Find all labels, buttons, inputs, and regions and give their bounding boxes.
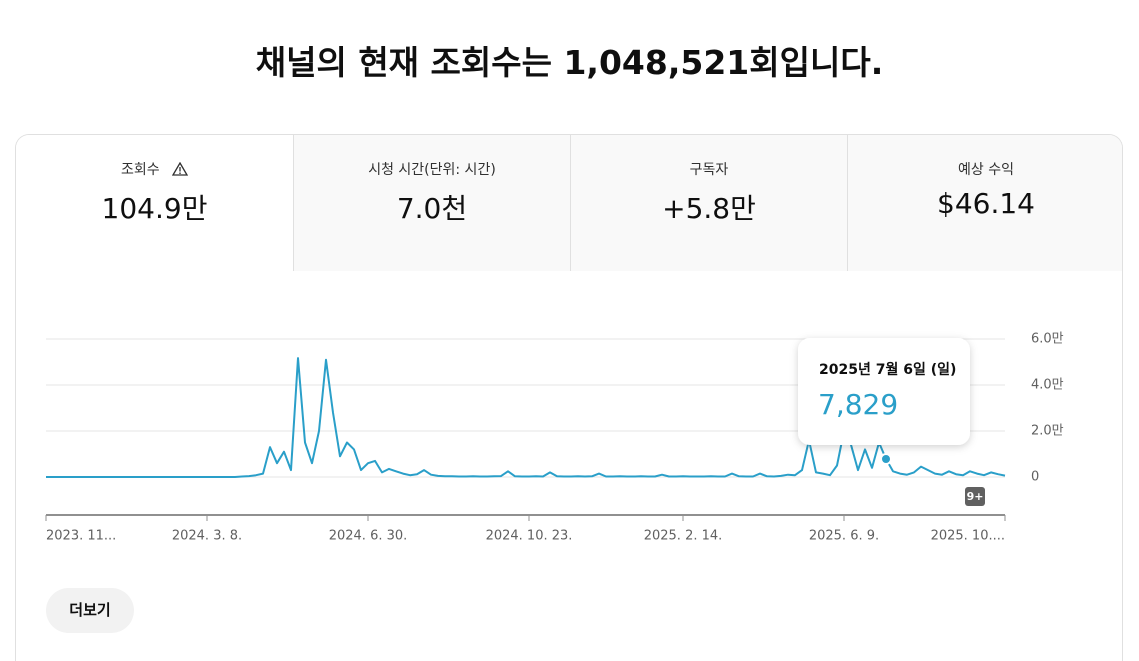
x-tick-label: 2023. 11... bbox=[46, 529, 116, 544]
warning-icon bbox=[171, 161, 189, 176]
y-tick-label: 0 bbox=[1031, 470, 1039, 485]
x-tick-label: 2024. 6. 30. bbox=[329, 529, 408, 544]
tab-label: 구독자 bbox=[689, 162, 729, 178]
tooltip-box bbox=[798, 338, 970, 445]
tab-label: 시청 시간(단위: 시간) bbox=[368, 162, 496, 178]
tab-value: +5.8만 bbox=[662, 192, 756, 225]
analytics-card: 조회수 104.9만 시청 시간(단위: 시간) 7.0천 구독자 +5.8만 예상… bbox=[15, 134, 1123, 661]
tab-label-row: 조회수 bbox=[16, 159, 293, 178]
y-tick-label: 2.0만 bbox=[1031, 424, 1064, 439]
x-tick-label: 2025. 6. 9. bbox=[809, 529, 879, 544]
y-tick-label: 4.0만 bbox=[1031, 378, 1064, 393]
note-badge bbox=[965, 487, 985, 506]
tooltip-value: 7,829 bbox=[818, 388, 898, 421]
tab[interactable]: 구독자 +5.8만 bbox=[570, 135, 847, 271]
tab-label: 조회수 bbox=[120, 162, 160, 178]
hover-point bbox=[880, 452, 892, 465]
tab-value: 7.0천 bbox=[396, 192, 468, 225]
tab-label: 예상 수익 bbox=[958, 162, 1014, 178]
tab[interactable]: 예상 수익 $46.14 bbox=[847, 135, 1122, 271]
tooltip-title: 2025년 7월 6일 (일) bbox=[819, 361, 956, 378]
note-badge-text: 9+ bbox=[967, 490, 984, 503]
more-button[interactable]: 더보기 bbox=[46, 588, 134, 633]
tab[interactable]: 조회수 104.9만 bbox=[16, 135, 293, 271]
tab[interactable]: 시청 시간(단위: 시간) 7.0천 bbox=[293, 135, 570, 271]
x-tick-label: 2024. 3. 8. bbox=[172, 529, 242, 544]
x-tick-label: 2025. 10.... bbox=[931, 529, 1005, 544]
y-tick-label: 6.0만 bbox=[1031, 332, 1064, 347]
x-tick-label: 2025. 2. 14. bbox=[644, 529, 723, 544]
page-title: 채널의 현재 조회수는 1,048,521회입니다. bbox=[255, 43, 884, 82]
tab-value: 104.9만 bbox=[101, 192, 208, 225]
x-tick-label: 2024. 10. 23. bbox=[486, 529, 573, 544]
tab-value: $46.14 bbox=[937, 187, 1035, 220]
